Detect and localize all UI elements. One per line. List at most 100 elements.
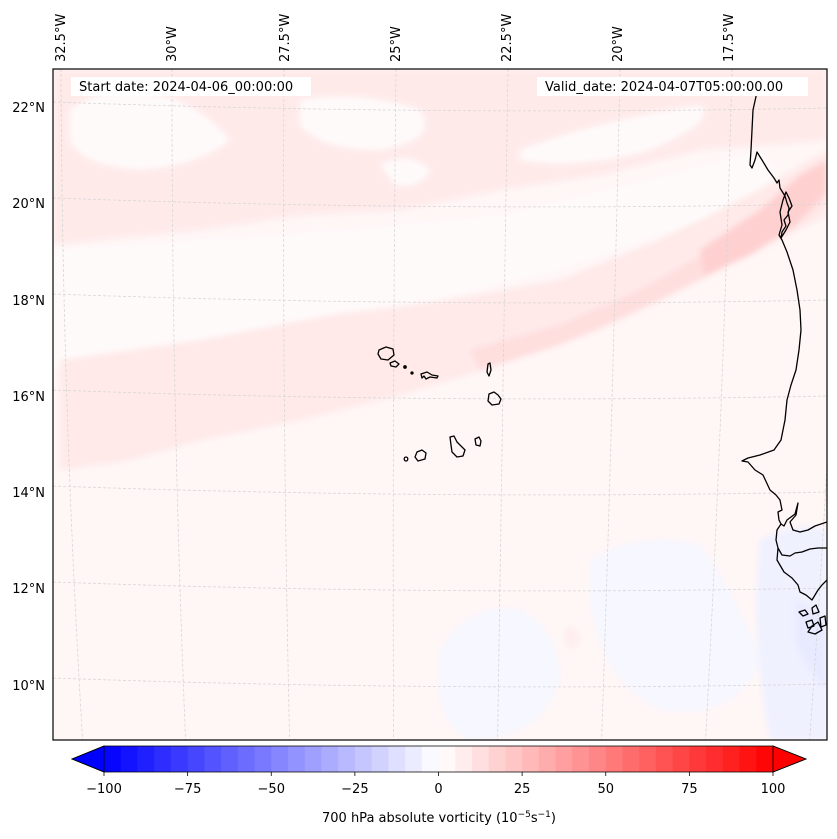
colorbar-tick-label: 25 xyxy=(514,782,531,797)
colorbar-segment xyxy=(254,746,272,772)
colorbar-segment xyxy=(522,746,540,772)
lat-label: 20°N xyxy=(12,197,45,212)
meridian-line xyxy=(171,69,186,740)
start-date-label: Start date: 2024-04-06_00:00:00 xyxy=(79,80,293,95)
colorbar-segment xyxy=(338,746,356,772)
field-small-red-blob xyxy=(565,626,580,649)
colorbar-extend-min xyxy=(70,745,105,773)
parallel-line xyxy=(53,197,827,208)
colorbar-segment xyxy=(739,746,757,772)
colorbar-segment xyxy=(655,746,674,772)
colorbar-segments xyxy=(104,746,774,772)
colorbar-tick-label: 0 xyxy=(434,782,442,797)
parallel-line xyxy=(53,485,827,496)
colorbar-segment xyxy=(204,746,222,772)
parallel-line xyxy=(53,389,827,400)
field-blue-area-1 xyxy=(438,608,560,740)
cape-verde-islands xyxy=(377,346,502,462)
coastline xyxy=(741,91,827,635)
colorbar-segment xyxy=(538,746,557,772)
colorbar-segment xyxy=(354,746,373,772)
colorbar-segment xyxy=(605,746,624,772)
coastline-mauritania-senegal xyxy=(741,91,827,533)
colorbar-tick-label: −50 xyxy=(258,782,285,797)
field-mid-pink-streak xyxy=(470,175,827,370)
lon-label: 20°W xyxy=(611,26,626,62)
colorbar-segment xyxy=(455,746,473,772)
map-area[interactable] xyxy=(53,69,837,740)
colorbar-segment xyxy=(689,746,707,772)
field-blue-area-3 xyxy=(756,526,827,740)
coastline-bijagos-1 xyxy=(798,609,809,617)
coastline-gambia-casamance xyxy=(775,523,827,557)
colorbar-segment xyxy=(271,746,289,772)
colorbar-segment xyxy=(120,746,139,772)
colorbar-tick-label: 75 xyxy=(681,782,698,797)
colorbar-segment xyxy=(321,746,339,772)
colorbar-label: 700 hPa absolute vorticity (10−5s−1) xyxy=(322,810,556,826)
colorbar-segment xyxy=(104,746,122,772)
colorbar-segment xyxy=(672,746,690,772)
graticule xyxy=(53,69,827,740)
lat-label: 16°N xyxy=(12,390,45,405)
island-brava xyxy=(403,456,409,462)
meridian-line xyxy=(705,69,733,740)
coastline-bijagos-2 xyxy=(811,604,820,615)
parallel-line xyxy=(53,581,827,592)
coastline-guinea-bissau xyxy=(776,547,827,601)
colorbar: −100 −75 −50 −25 0 25 50 75 100 700 hPa … xyxy=(70,745,808,826)
longitude-labels: 32.5°W 30°W 27.5°W 25°W 22.5°W 20°W 17.5… xyxy=(54,14,737,62)
island-santiago xyxy=(449,435,466,458)
colorbar-segment xyxy=(471,746,490,772)
meridian-line xyxy=(601,69,621,740)
colorbar-segment xyxy=(137,746,155,772)
colorbar-segment xyxy=(421,746,440,772)
colorbar-segment xyxy=(405,746,423,772)
colorbar-tick-label: −25 xyxy=(341,782,368,797)
field-white-patch-1 xyxy=(70,92,230,170)
coastline-bijagos-4 xyxy=(807,621,823,635)
island-sal xyxy=(486,362,492,377)
island-fogo xyxy=(414,449,427,462)
lon-label: 17.5°W xyxy=(722,14,737,62)
colorbar-segment xyxy=(221,746,239,772)
lat-label: 22°N xyxy=(12,101,45,116)
colorbar-segment xyxy=(388,746,406,772)
valid-date-box xyxy=(537,77,808,96)
colorbar-segment xyxy=(304,746,323,772)
field-blue-area-4 xyxy=(795,600,827,690)
colorbar-segment xyxy=(438,746,456,772)
island-sao-vicente xyxy=(389,360,400,368)
colorbar-tick-label: −100 xyxy=(86,782,122,797)
colorbar-tick-label: 100 xyxy=(761,782,786,797)
valid-date-label: Valid_date: 2024-04-07T05:00:00.00 xyxy=(545,80,783,95)
start-date-box xyxy=(71,77,311,96)
island-santo-antao xyxy=(377,346,395,361)
coastline-bijagos-5 xyxy=(819,615,827,628)
colorbar-segment xyxy=(170,746,189,772)
latitude-labels: 22°N 20°N 18°N 16°N 14°N 12°N 10°N xyxy=(12,101,45,694)
parallel-line xyxy=(53,293,827,304)
lon-label: 25°W xyxy=(389,26,404,62)
field-white-band xyxy=(53,150,780,370)
colorbar-segment xyxy=(722,746,741,772)
lon-label: 30°W xyxy=(165,26,180,62)
field-white-patch-3 xyxy=(380,158,430,186)
map-frame xyxy=(52,68,828,741)
colorbar-segment xyxy=(622,746,640,772)
island-maio xyxy=(474,436,482,447)
lon-label: 32.5°W xyxy=(54,14,69,62)
field-pink-band xyxy=(60,150,827,470)
colorbar-segment xyxy=(371,746,389,772)
island-sao-nicolau-dot xyxy=(410,371,414,375)
parallel-line xyxy=(53,677,827,688)
colorbar-segment xyxy=(505,746,523,772)
colorbar-segment xyxy=(488,746,507,772)
island-boa-vista xyxy=(487,391,502,406)
colorbar-ticks xyxy=(103,772,774,776)
colorbar-segment xyxy=(639,746,657,772)
colorbar-extend-max xyxy=(772,745,808,773)
meridian-line xyxy=(497,69,509,740)
lon-label: 22.5°W xyxy=(500,14,515,62)
